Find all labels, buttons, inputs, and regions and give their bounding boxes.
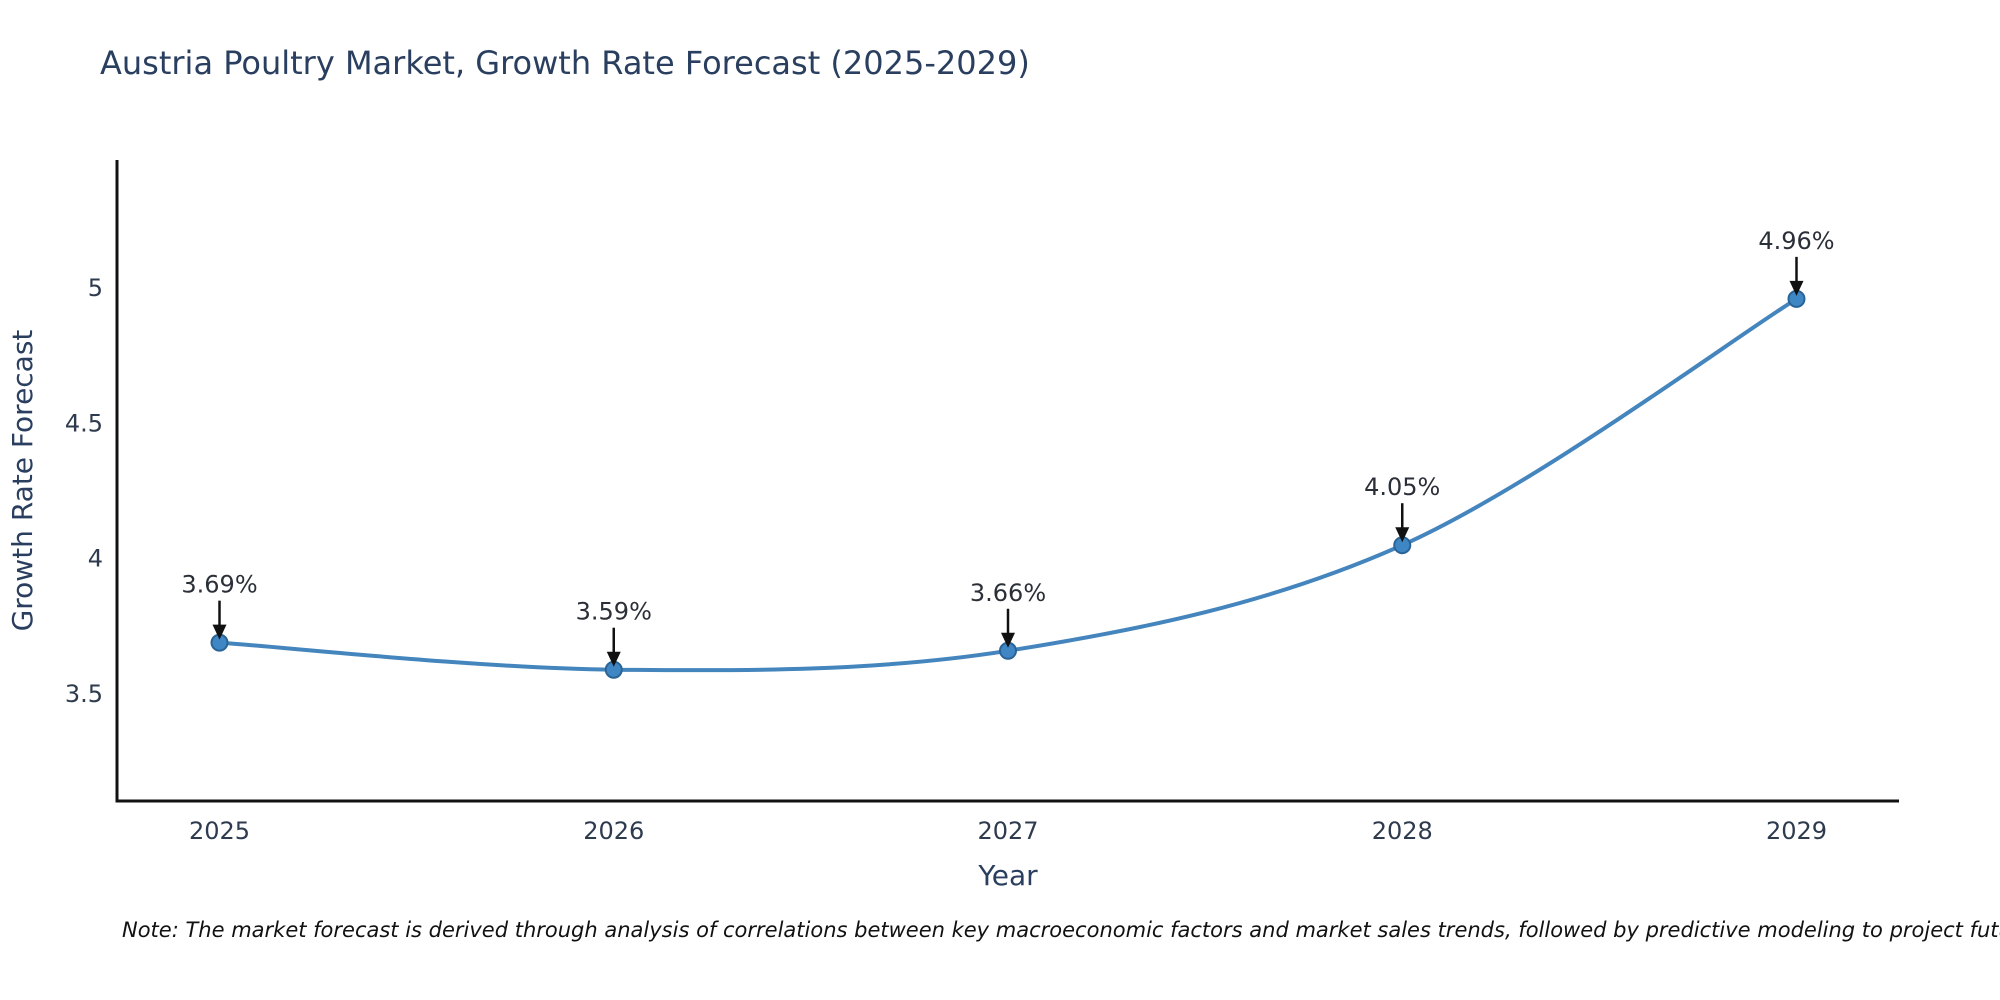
- y-axis-title: Growth Rate Forecast: [6, 330, 39, 632]
- point-annotation-label: 4.96%: [1758, 227, 1834, 255]
- x-tick-label: 2028: [1372, 817, 1433, 845]
- point-annotation-label: 3.59%: [576, 598, 652, 626]
- x-tick-label: 2029: [1766, 817, 1827, 845]
- annotation-arrow-head: [1789, 280, 1804, 296]
- trend-line: [217, 296, 1799, 673]
- y-tick-label: 4.5: [65, 409, 103, 437]
- point-annotation-label: 3.66%: [970, 579, 1046, 607]
- annotation-arrow-head: [606, 651, 621, 667]
- annotation-arrow-head: [1001, 632, 1015, 648]
- x-tick-label: 2026: [583, 817, 644, 845]
- annotation-arrow-head: [1395, 527, 1410, 543]
- point-annotation-label: 3.69%: [181, 571, 257, 599]
- y-tick-label: 4: [88, 545, 103, 573]
- y-tick-label: 5: [88, 274, 103, 302]
- x-tick-label: 2025: [189, 817, 250, 845]
- footnote-text: Note: The market forecast is derived thr…: [122, 918, 2000, 942]
- x-axis-title: Year: [977, 859, 1038, 892]
- point-annotation-label: 4.05%: [1364, 473, 1440, 501]
- annotation-arrow-head: [212, 624, 227, 640]
- chart-title: Austria Poultry Market, Growth Rate Fore…: [100, 44, 1030, 82]
- y-tick-label: 3.5: [65, 680, 103, 708]
- x-tick-label: 2027: [977, 817, 1038, 845]
